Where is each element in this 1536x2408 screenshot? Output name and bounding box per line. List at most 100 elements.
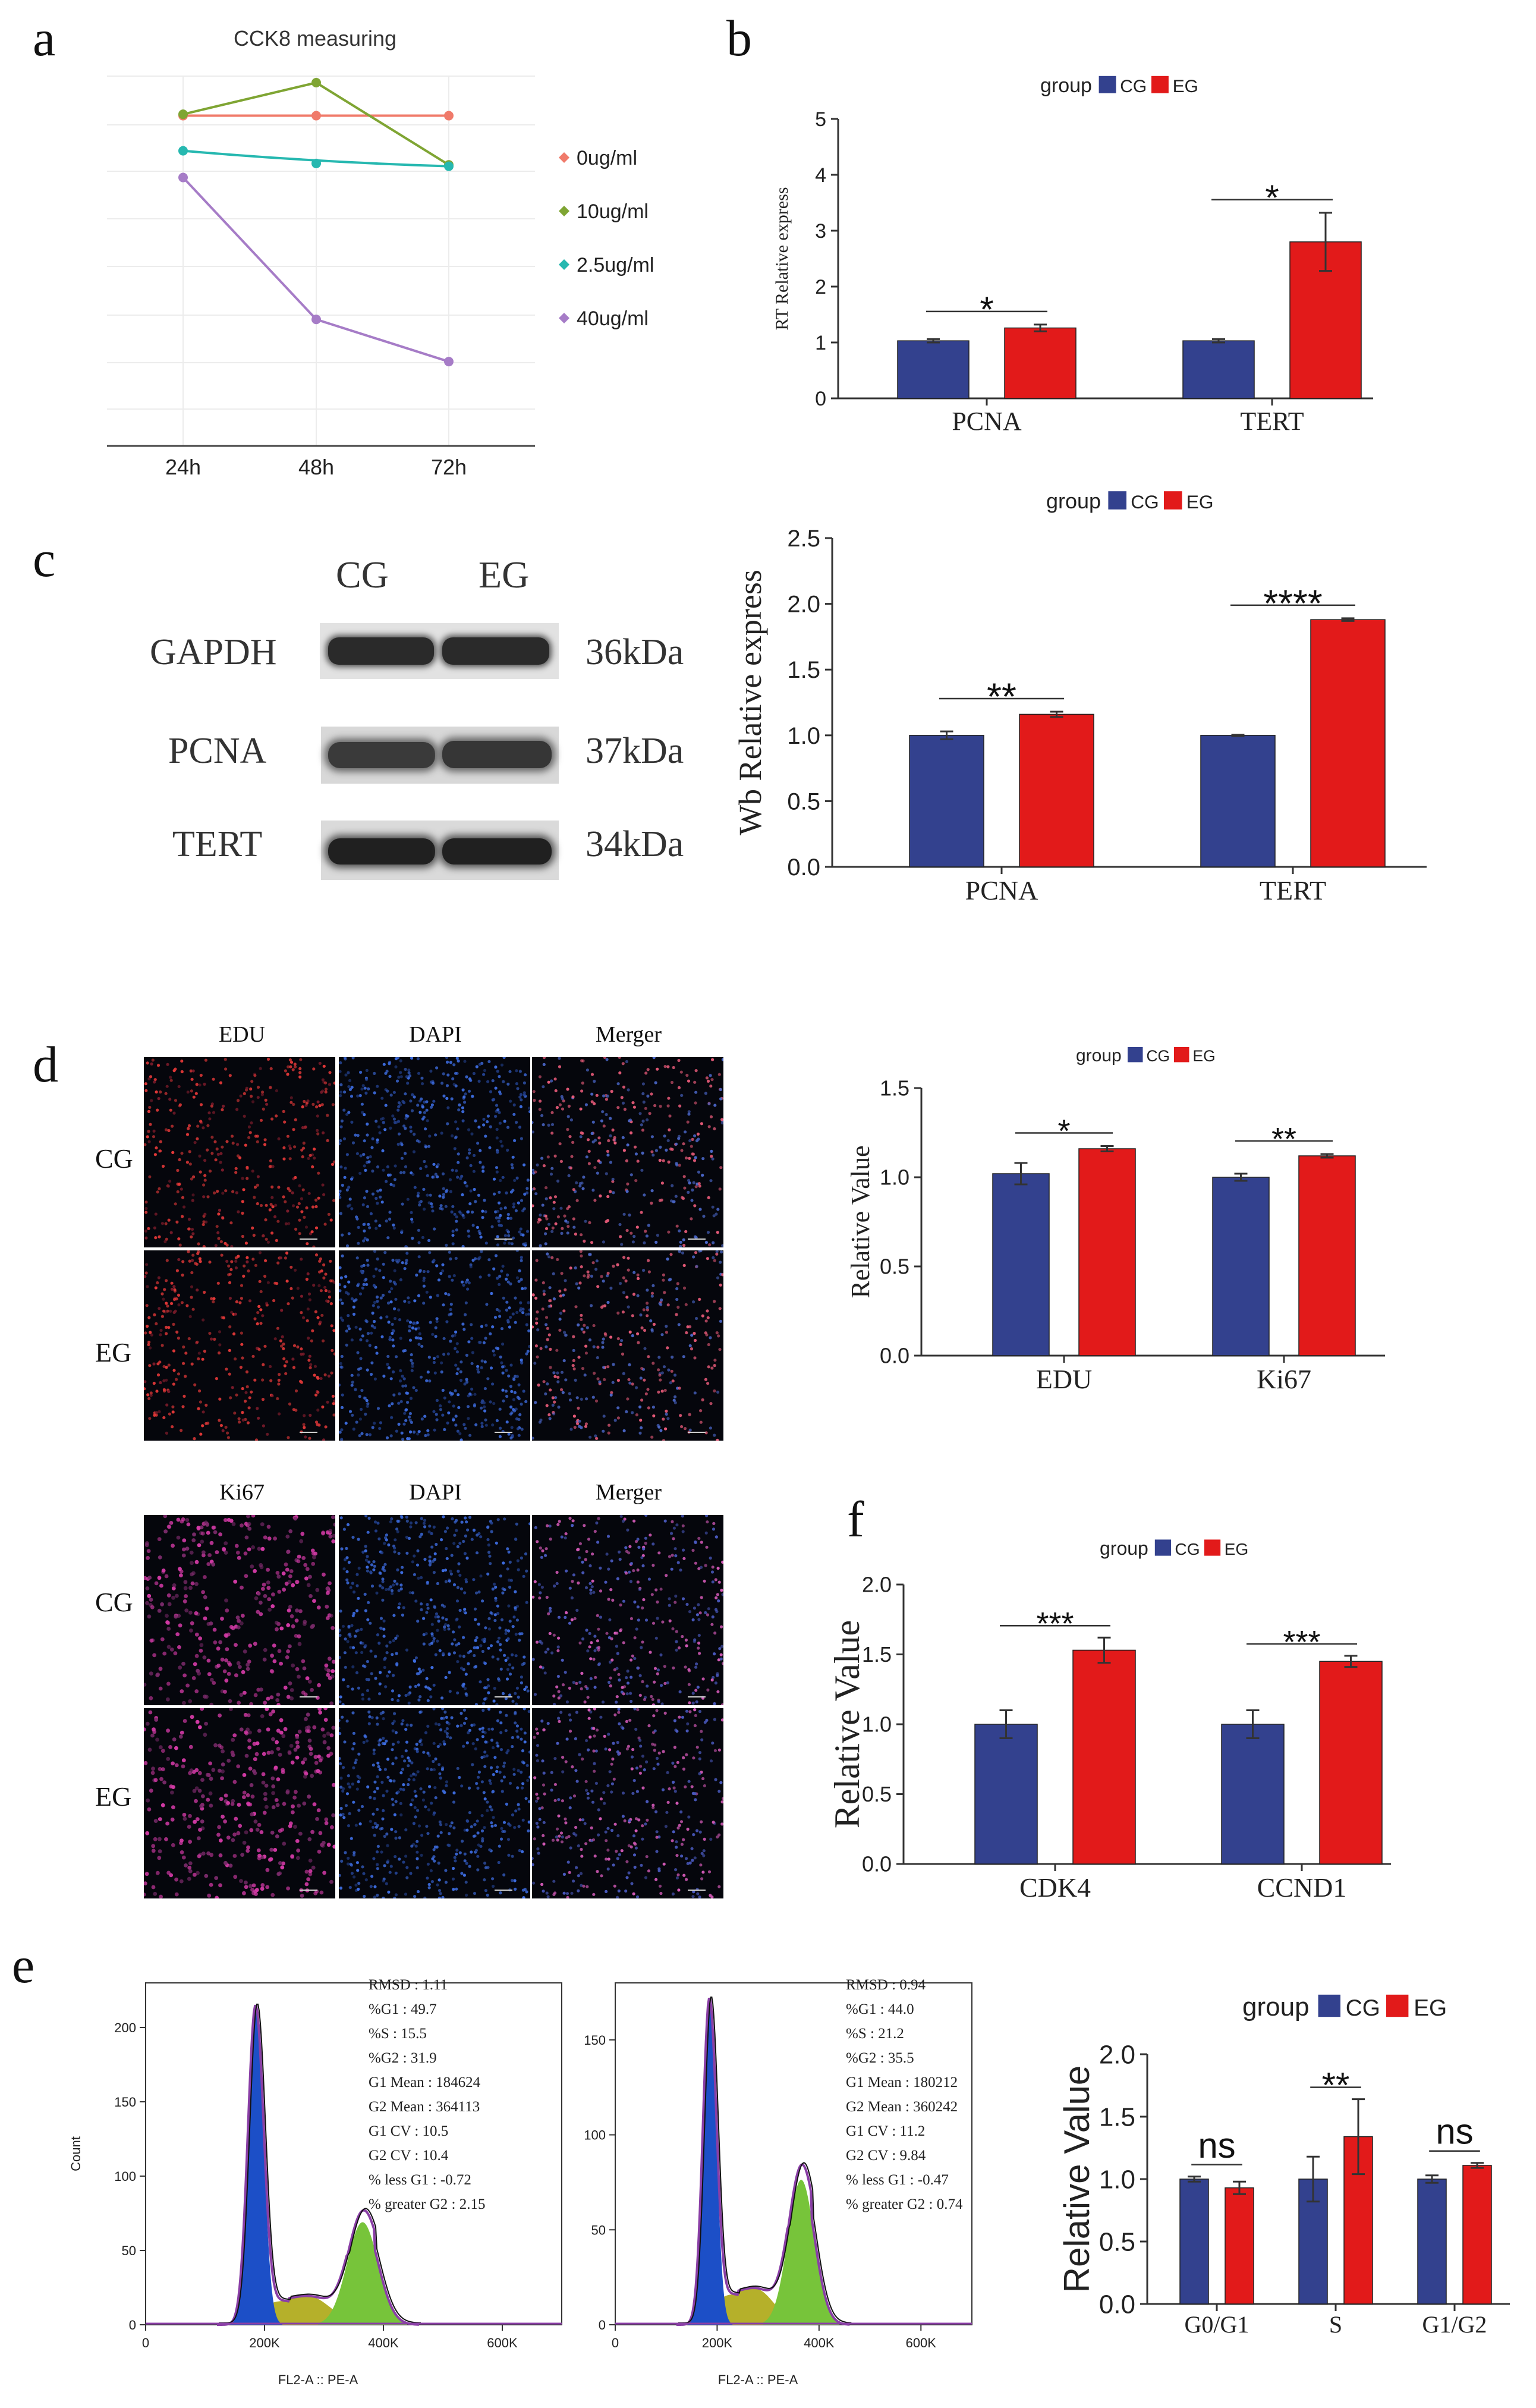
g2-area	[763, 2180, 840, 2325]
cdk4-ccnd1-bar-chart: group CG EG 0.0 0.5 1.0 1.5 2.0 Relative Value CD…	[827, 1538, 1391, 1903]
data-point	[444, 161, 454, 171]
micrograph-canvas	[532, 1708, 723, 1898]
flow-stat-line: G2 CV : 9.84	[846, 2148, 926, 2164]
y-tick-label: 1.0	[1099, 2165, 1135, 2194]
micrograph-canvas	[532, 1515, 723, 1705]
x-tick-label: 24h	[165, 455, 201, 479]
bar	[1182, 340, 1255, 399]
x-tick-label: 0	[142, 2335, 149, 2350]
significance-mark: ns	[1198, 2126, 1235, 2165]
panel-letter-a: a	[33, 10, 56, 67]
x-tick-label: 400K	[804, 2335, 835, 2350]
x-tick-label: TERT	[1260, 875, 1326, 906]
wb-column-eg: EG	[479, 554, 530, 596]
legend-swatch	[1099, 76, 1116, 93]
edu-ki67-bar-chart: group CG EG 0.0 0.5 1.0 1.5 Relative Value EDU * K…	[846, 1046, 1385, 1394]
y-tick-label: 150	[584, 2033, 606, 2048]
legend-swatch	[1128, 1047, 1143, 1062]
significance-mark: *	[1057, 1113, 1070, 1149]
edu-channel-label: EDU	[218, 1022, 266, 1047]
y-tick-label: 0.0	[862, 1852, 892, 1876]
legend-title: group	[1100, 1538, 1148, 1559]
data-point	[444, 111, 454, 121]
flow-stats-eg: RMSD : 0.94 %G1 : 44.0 %S : 21.2 %G2 : 35.5…	[846, 1973, 962, 2217]
legend-title: group	[1242, 1992, 1310, 2022]
y-tick-label: 150	[114, 2095, 136, 2110]
micrograph-canvas	[532, 1057, 723, 1247]
significance-mark: ns	[1436, 2112, 1473, 2152]
flow-stat-line: %S : 15.5	[369, 2026, 427, 2042]
y-tick-label: 0.0	[1099, 2290, 1135, 2319]
dapi-channel-label: DAPI	[409, 1022, 462, 1047]
bar	[1200, 735, 1276, 867]
significance-mark: *	[1265, 178, 1279, 218]
y-tick-label: 2.0	[862, 1573, 892, 1597]
x-tick-label: 600K	[906, 2335, 937, 2350]
x-tick-label: TERT	[1240, 407, 1304, 436]
y-axis-label: Wb Relative express	[732, 570, 768, 835]
legend-label: CG	[1346, 1995, 1380, 2021]
micrograph-merge-edu	[532, 1057, 723, 1247]
y-tick-label: 3	[815, 220, 826, 243]
flow-stat-line: G1 CV : 10.5	[369, 2123, 449, 2139]
micrograph-merge-edu	[532, 1250, 723, 1441]
flow-stat-line: % less G1 : -0.47	[846, 2172, 949, 2188]
legend-label: CG	[1131, 491, 1159, 513]
bar	[1310, 619, 1386, 867]
y-tick-label: 2.0	[1099, 2040, 1135, 2069]
flow-stat-line: RMSD : 1.11	[369, 1977, 448, 1993]
legend-label: EG	[1414, 1995, 1447, 2021]
micrograph-edu	[144, 1250, 335, 1441]
model-fit-line	[676, 1997, 850, 2326]
data-point	[311, 158, 321, 168]
micrograph-ki67	[144, 1515, 335, 1705]
flow-stat-line: %G2 : 35.5	[846, 2050, 914, 2066]
x-tick-label: G0/G1	[1185, 2311, 1249, 2338]
g1-area	[687, 1999, 733, 2325]
bar	[1298, 1155, 1356, 1356]
raw-histogram-line	[218, 2003, 421, 2324]
legend-label: CG	[1120, 77, 1147, 96]
legend-label: CG	[1147, 1047, 1170, 1065]
legend-title: group	[1076, 1046, 1122, 1065]
flow-stat-line: % less G1 : -0.72	[369, 2172, 471, 2188]
y-tick-label: 0	[815, 388, 826, 410]
significance-mark: *	[980, 290, 993, 329]
synthesis-area	[259, 2296, 377, 2325]
micrograph-canvas	[144, 1250, 335, 1441]
panel-letter-d: d	[33, 1036, 58, 1093]
legend-label: 0ug/ml	[577, 147, 637, 169]
legend-swatch	[1164, 491, 1182, 510]
flow-stat-line: %G2 : 31.9	[369, 2050, 437, 2066]
micrograph-canvas	[532, 1250, 723, 1441]
wb-column-cg: CG	[336, 554, 389, 596]
significance-mark: **	[1271, 1121, 1296, 1157]
x-tick-label: CCND1	[1257, 1872, 1347, 1903]
legend-marker	[559, 313, 569, 323]
rt-bar-chart: group CG EG 0 1 2 3 4 5 RT Relative express PCNA * T…	[772, 74, 1373, 436]
bar	[909, 735, 984, 867]
legend-label: EG	[1193, 1047, 1216, 1065]
data-point	[444, 357, 454, 367]
legend-label: EG	[1186, 491, 1214, 513]
micrograph-canvas	[339, 1057, 530, 1247]
panel-letter-e: e	[12, 1937, 35, 1994]
y-axis-label: RT Relative express	[772, 187, 792, 331]
legend-swatch	[1174, 1047, 1189, 1062]
x-tick-label: PCNA	[965, 875, 1038, 906]
y-tick-label: 1.0	[787, 723, 820, 749]
data-point	[178, 146, 188, 156]
y-tick-label: 1	[815, 332, 826, 354]
data-point	[311, 315, 321, 325]
y-tick-label: 1.5	[862, 1642, 892, 1667]
bar	[1319, 1661, 1383, 1865]
flow-stat-line: %S : 21.2	[846, 2026, 904, 2042]
legend-swatch	[1386, 1994, 1409, 2017]
bar	[1019, 713, 1094, 867]
legend-label: EG	[1225, 1540, 1249, 1558]
wb-protein-tert: TERT	[172, 824, 263, 865]
y-tick-label: 2	[815, 276, 826, 298]
micrograph-merge-ki67	[532, 1515, 723, 1705]
y-axis-label: Count	[68, 2136, 83, 2171]
micrograph-dapi	[339, 1708, 530, 1898]
